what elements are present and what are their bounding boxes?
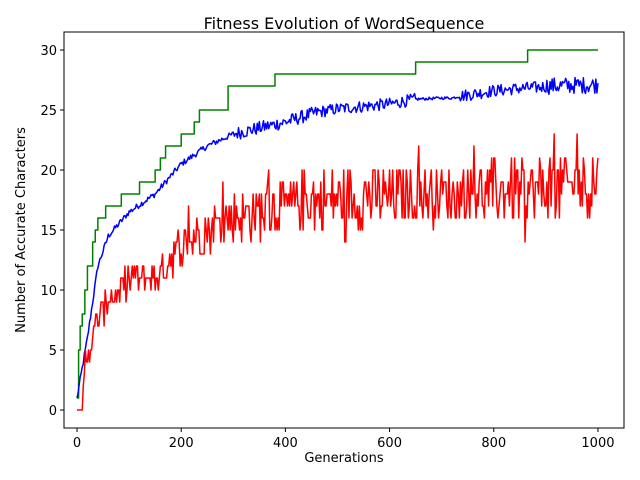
x-tick-label: 0 bbox=[73, 436, 81, 451]
chart-title: Fitness Evolution of WordSequence bbox=[204, 14, 485, 33]
x-tick-label: 400 bbox=[273, 436, 298, 451]
x-tick-label: 1000 bbox=[581, 436, 614, 451]
x-tick-label: 800 bbox=[481, 436, 506, 451]
x-axis-label: Generations bbox=[304, 451, 384, 466]
y-tick-label: 30 bbox=[40, 44, 57, 59]
y-tick-label: 10 bbox=[40, 284, 57, 299]
y-tick-label: 25 bbox=[40, 104, 57, 119]
series-layer bbox=[76, 49, 599, 411]
series-line-2 bbox=[77, 133, 599, 411]
series-line-1 bbox=[76, 76, 599, 399]
y-axis: 0 5 10 15 20 25 30 bbox=[40, 44, 64, 419]
y-tick-label: 5 bbox=[49, 344, 57, 359]
y-axis-label: Number of Accurate Characters bbox=[14, 127, 29, 333]
x-axis: 0 200 400 600 800 1000 bbox=[73, 428, 615, 451]
x-tick-label: 600 bbox=[377, 436, 402, 451]
y-tick-label: 15 bbox=[40, 224, 57, 239]
y-tick-label: 20 bbox=[40, 164, 57, 179]
x-tick-label: 200 bbox=[169, 436, 194, 451]
y-tick-label: 0 bbox=[49, 404, 57, 419]
series-line-0 bbox=[77, 49, 598, 399]
